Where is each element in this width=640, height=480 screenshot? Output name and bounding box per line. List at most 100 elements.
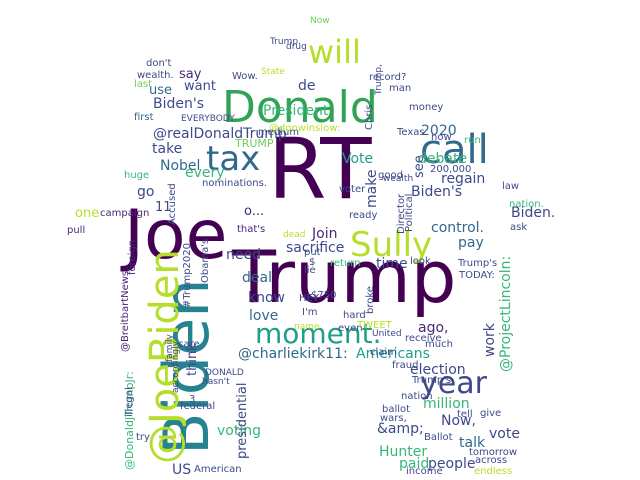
cloud-word: year [420, 366, 488, 401]
cloud-word: put [304, 247, 321, 258]
cloud-word: hasn't [202, 377, 230, 387]
cloud-word: @ProjectLincoln: [498, 256, 514, 372]
cloud-word: hard [343, 310, 366, 321]
cloud-word: give [480, 408, 501, 419]
cloud-word: run [464, 135, 481, 146]
cloud-word: need [226, 247, 261, 263]
cloud-word: much [425, 339, 453, 350]
cloud-word: TWEET [356, 320, 393, 331]
cloud-word: moment. [255, 317, 382, 350]
cloud-word: use [149, 83, 172, 98]
cloud-word: DONALD [205, 368, 244, 378]
cloud-word: make [364, 170, 380, 208]
cloud-word: @DonaldJTrumpJr: [123, 371, 136, 470]
cloud-word: take [152, 141, 182, 157]
cloud-word: Trump's [411, 375, 451, 386]
cloud-word: see [412, 155, 427, 178]
cloud-word: I'm [302, 307, 317, 318]
cloud-word: presidential [235, 383, 250, 459]
cloud-word: Biden [150, 278, 223, 455]
cloud-word: don't [146, 58, 172, 69]
cloud-word: know [248, 290, 285, 306]
cloud-word: Hunter [379, 444, 427, 460]
cloud-word: Biden's [411, 184, 462, 200]
cloud-word: Trump's [457, 258, 497, 269]
cloud-word: family [165, 334, 175, 362]
cloud-word: every [185, 165, 225, 181]
cloud-word: nominations. [202, 178, 267, 189]
cloud-word: &amp; [377, 421, 424, 437]
cloud-word: Biden's [153, 96, 204, 112]
cloud-word: 11 [155, 200, 172, 215]
cloud-word: nation [401, 391, 433, 402]
cloud-word: lie [304, 265, 316, 276]
cloud-word: Chris [364, 105, 375, 130]
cloud-word: ask [510, 222, 527, 233]
cloud-word: record? [369, 72, 406, 83]
cloud-word: Trump, [374, 64, 384, 96]
cloud-word: money [409, 102, 443, 113]
cloud-word: will [308, 33, 361, 71]
cloud-word: Accused [167, 183, 178, 225]
cloud-word: TRUMP [234, 137, 274, 150]
cloud-word: United [372, 329, 402, 339]
cloud-word: de [298, 78, 316, 94]
cloud-word: regain [441, 171, 485, 187]
cloud-word: deal [242, 270, 272, 286]
cloud-word: @BreitbartNews: [120, 267, 131, 352]
cloud-word: federal [180, 401, 215, 412]
cloud-word: #Trump2020 [182, 243, 193, 308]
cloud-word: love [249, 308, 278, 324]
cloud-word: EVERYBODY [181, 114, 235, 124]
cloud-word: o... [244, 204, 264, 219]
cloud-word: vote [489, 426, 520, 442]
cloud-word: care [178, 339, 200, 350]
cloud-word: people [428, 456, 475, 472]
cloud-word: huge [124, 170, 149, 181]
cloud-word: Obama's [200, 239, 211, 283]
cloud-word: @charliekirk11: [238, 346, 348, 362]
cloud-word: illegal [124, 387, 135, 417]
cloud-word: control. [431, 220, 484, 236]
cloud-word: last [134, 79, 152, 90]
cloud-word: ago, [418, 320, 448, 336]
cloud-word: Director [396, 193, 407, 234]
cloud-word: across [475, 455, 507, 466]
cloud-word: Sully [350, 225, 432, 265]
cloud-word: Now [310, 16, 330, 26]
cloud-word: fraud [392, 360, 418, 371]
cloud-word: claim [370, 347, 397, 358]
cloud-word: wealth [383, 174, 413, 184]
cloud-word: tomorrow [469, 447, 517, 458]
cloud-word: that's [237, 224, 265, 235]
cloud-word: Wow. [232, 71, 258, 82]
cloud-word: name [294, 322, 320, 332]
cloud-word: ready [349, 210, 378, 221]
cloud-word: Americans [356, 346, 430, 362]
cloud-word: American [194, 464, 242, 475]
cloud-word: TODAY: [458, 270, 495, 281]
cloud-word: time [376, 256, 408, 272]
cloud-word: campaign [100, 208, 149, 219]
cloud-word: go [137, 184, 154, 200]
cloud-word: Trump. [269, 37, 301, 47]
cloud-word: @donwinslow: [269, 123, 340, 134]
cloud-word: 2020 [421, 123, 457, 139]
cloud-word: call [420, 127, 489, 173]
cloud-word: $ [309, 257, 315, 268]
cloud-word: even [338, 323, 363, 334]
cloud-word: accordingly [171, 340, 181, 393]
cloud-word: US [172, 462, 191, 478]
cloud-word: Now, [441, 413, 476, 429]
cloud-word: tax [206, 139, 260, 179]
cloud-word: 3 [189, 394, 195, 405]
cloud-word: man [389, 83, 411, 94]
cloud-word: tell [457, 409, 473, 420]
cloud-word: Join [311, 226, 337, 242]
cloud-word: endless [474, 466, 512, 477]
cloud-word: first [134, 112, 154, 123]
cloud-word: election [410, 362, 466, 378]
cloud-word: RT [268, 120, 372, 218]
